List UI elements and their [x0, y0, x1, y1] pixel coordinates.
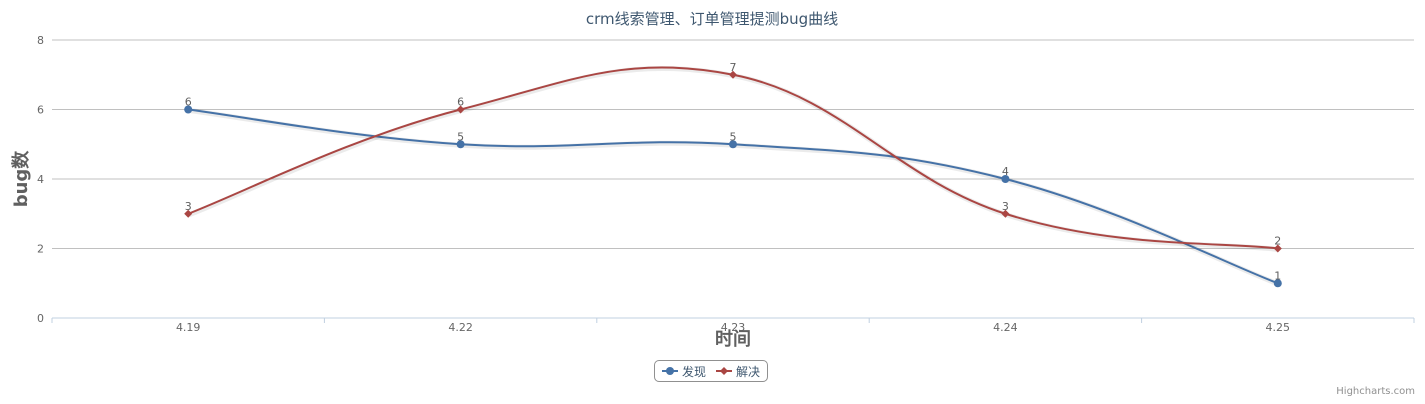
circle-marker [1273, 279, 1282, 288]
x-axis-title: 时间 [715, 329, 751, 350]
y-tick-label: 6 [37, 104, 44, 117]
data-labels: 6 5 5 4 1 3 6 7 3 2 [185, 61, 1282, 283]
data-label: 7 [730, 61, 737, 74]
data-label: 6 [185, 96, 192, 109]
data-label: 2 [1274, 235, 1281, 248]
credits-link[interactable]: Highcharts.com [1336, 386, 1415, 397]
data-label: 5 [457, 130, 464, 143]
diamond-marker-icon [716, 367, 732, 375]
series-lines [184, 65, 1282, 288]
y-tick-label: 2 [37, 243, 44, 256]
diamond-marker [456, 105, 465, 114]
y-tick-label: 4 [37, 173, 44, 186]
circle-marker [456, 140, 465, 149]
legend-label-found: 发现 [681, 364, 706, 379]
series-line-2 [187, 66, 1278, 250]
diamond-marker [1273, 244, 1282, 253]
y-tick-label: 8 [37, 34, 44, 47]
y-tick-label: 0 [37, 312, 44, 325]
data-label: 1 [1274, 269, 1281, 282]
y-axis-title: bug数 [10, 150, 32, 208]
data-label: 3 [185, 200, 192, 213]
x-tick-label: 4.19 [176, 321, 201, 334]
x-tick-label: 4.25 [1266, 321, 1291, 334]
chart-title: crm线索管理、订单管理提测bug曲线 [586, 10, 838, 28]
legend: 发现 解决 [654, 360, 768, 382]
x-tick-label: 4.22 [448, 321, 473, 334]
x-tick-label: 4.23 [721, 321, 746, 334]
legend-label-resolved: 解决 [736, 364, 761, 379]
data-label: 3 [1002, 200, 1009, 213]
grid-lines [52, 39, 1414, 249]
series-line-shadow [188, 65, 1280, 252]
diamond-marker [184, 209, 193, 218]
diamond-marker [1001, 209, 1010, 218]
legend-item-resolved[interactable]: 解决 [716, 363, 760, 380]
circle-marker-icon [661, 367, 678, 375]
data-label: 4 [1002, 165, 1009, 178]
legend-item-found[interactable]: 发现 [661, 363, 706, 380]
circle-marker [729, 140, 737, 149]
data-label: 5 [730, 130, 737, 143]
circle-marker [1001, 175, 1010, 183]
data-label: 6 [457, 96, 464, 109]
diamond-marker [729, 70, 737, 79]
circle-marker [184, 105, 193, 114]
axes: 0 2 4 6 8 4.19 4.22 4.23 4.24 4.25 [37, 34, 1415, 334]
x-tick-label: 4.24 [993, 321, 1018, 334]
